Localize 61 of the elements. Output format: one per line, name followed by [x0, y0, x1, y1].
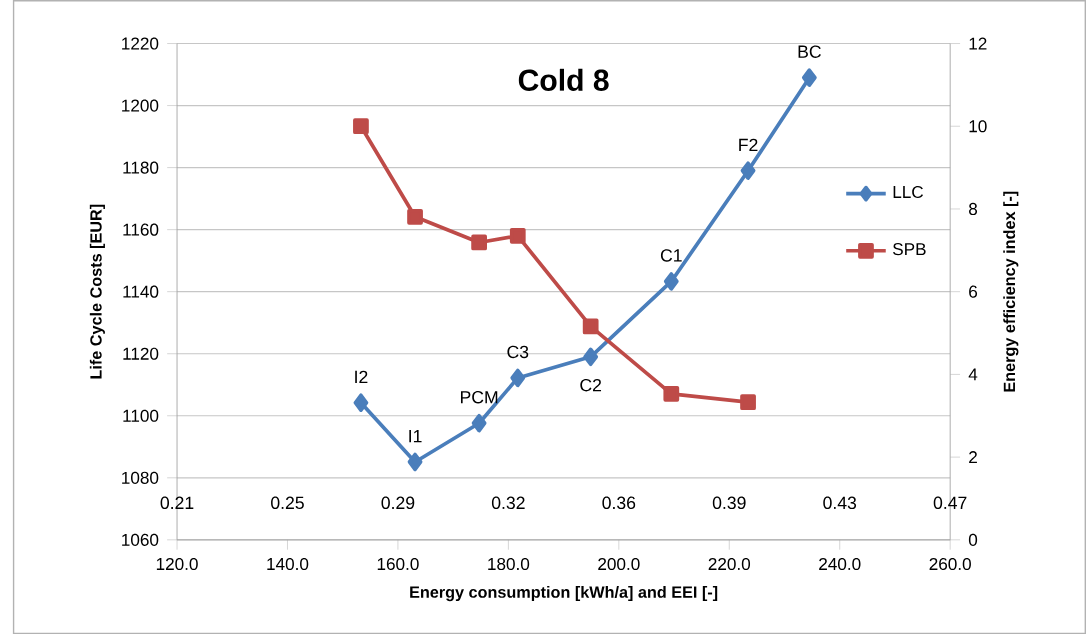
- point: [740, 394, 756, 410]
- x-tick-label: 220.0: [708, 557, 751, 570]
- y2-tick-label: 4: [968, 368, 978, 381]
- point: [471, 234, 487, 251]
- annotation: C1: [660, 249, 682, 262]
- point: [801, 68, 817, 87]
- y-tick-label: 1060: [122, 533, 159, 546]
- point: [509, 227, 526, 244]
- point: [663, 385, 680, 402]
- annotation: PCM: [461, 390, 498, 404]
- x2-tick-label: 0.29: [381, 496, 415, 510]
- point: [471, 413, 487, 433]
- annotation: I1: [409, 430, 422, 443]
- x2-tick-label: 0.47: [933, 496, 967, 510]
- y2-tick-label: 8: [969, 202, 978, 215]
- y-tick-label: 1100: [123, 409, 159, 422]
- x2-tick-label: 0.36: [602, 496, 636, 510]
- x-tick-label: 260.0: [929, 557, 971, 570]
- annotation: C3: [507, 345, 529, 359]
- point: [582, 318, 599, 335]
- point: [663, 272, 679, 291]
- point: [407, 452, 423, 472]
- y-tick-label: 1180: [123, 161, 159, 174]
- x-tick-label: 140.0: [267, 557, 309, 570]
- x2-tick-label: 0.25: [271, 496, 304, 510]
- x-tick-label: 180.0: [488, 557, 530, 570]
- x2-tick-label: 0.32: [491, 496, 525, 510]
- y-tick-label: 1120: [123, 347, 159, 360]
- y2-tick-label: 0: [968, 533, 978, 546]
- y-tick-label: 1160: [123, 223, 159, 236]
- y-tick-label: 1200: [122, 99, 159, 112]
- annotation: BC: [798, 45, 821, 58]
- y-tick-label: 1220: [122, 37, 159, 50]
- point: [510, 368, 526, 388]
- x-tick-label: 120.0: [156, 557, 198, 570]
- y2-tick-label: 2: [969, 451, 977, 464]
- y-tick-label: 1140: [123, 285, 159, 298]
- x-tick-label: 200.0: [598, 557, 640, 570]
- y-tick-label: 1080: [122, 471, 159, 484]
- x-axis-title: Energy consumption [kWh/a] and EEI [-]: [410, 585, 718, 602]
- point: [353, 393, 369, 412]
- y2-axis-title: Energy efficiency index [-]: [1003, 191, 1019, 392]
- y2-tick-label: 12: [969, 37, 987, 50]
- y-axis-title: Life Cycle Costs [EUR]: [89, 204, 105, 379]
- y2-tick-label: 10: [969, 120, 987, 133]
- y2-tick-label: 6: [969, 285, 978, 298]
- annotation: C2: [580, 378, 602, 392]
- point: [740, 161, 756, 180]
- point: [407, 208, 423, 225]
- legend-label: SPB: [893, 242, 926, 256]
- point: [583, 347, 599, 367]
- point: [353, 118, 369, 135]
- text: Cold 8: [518, 68, 609, 91]
- x-tick-label: 240.0: [819, 557, 861, 570]
- annotation: F2: [739, 138, 758, 151]
- legend-label: LLC: [893, 185, 924, 198]
- x-tick-label: 160.0: [377, 557, 419, 570]
- x2-tick-label: 0.39: [712, 496, 746, 510]
- x2-tick-label: 0.43: [823, 496, 857, 510]
- annotation: I2: [355, 370, 368, 383]
- x2-tick-label: 0.21: [160, 496, 194, 510]
